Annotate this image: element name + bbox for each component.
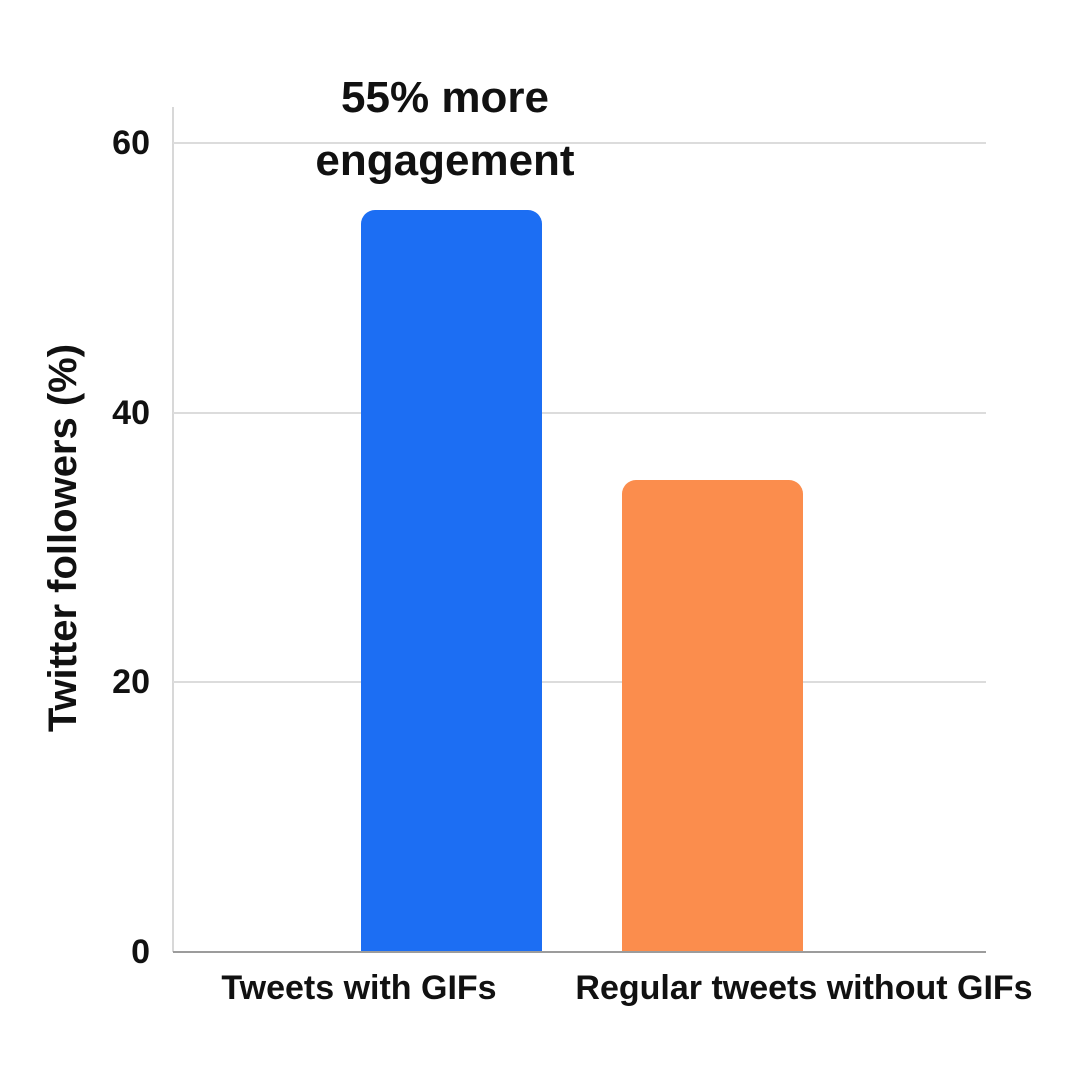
y-axis-title: Twitter followers (%) [41, 343, 85, 733]
annotation-label: 55% more engagement [315, 73, 575, 185]
bar-tweets-with-gifs [360, 210, 542, 952]
y-tick-label-0: 0 [131, 933, 150, 971]
x-axis-line [173, 951, 986, 953]
x-label-regular-tweets-without-gifs: Regular tweets without GIFs [575, 969, 1033, 1007]
y-tick-label-40: 40 [112, 393, 150, 432]
gridline-60 [173, 142, 986, 144]
bar-regular-tweets-without-gifs [621, 480, 803, 952]
x-label-tweets-with-gifs: Tweets with GIFs [221, 969, 497, 1007]
gridline-40 [173, 411, 986, 414]
gridline-20 [173, 681, 986, 684]
y-tick-label-20: 20 [112, 663, 150, 702]
y-axis-line [172, 107, 174, 952]
y-tick-label-60: 60 [112, 124, 150, 162]
